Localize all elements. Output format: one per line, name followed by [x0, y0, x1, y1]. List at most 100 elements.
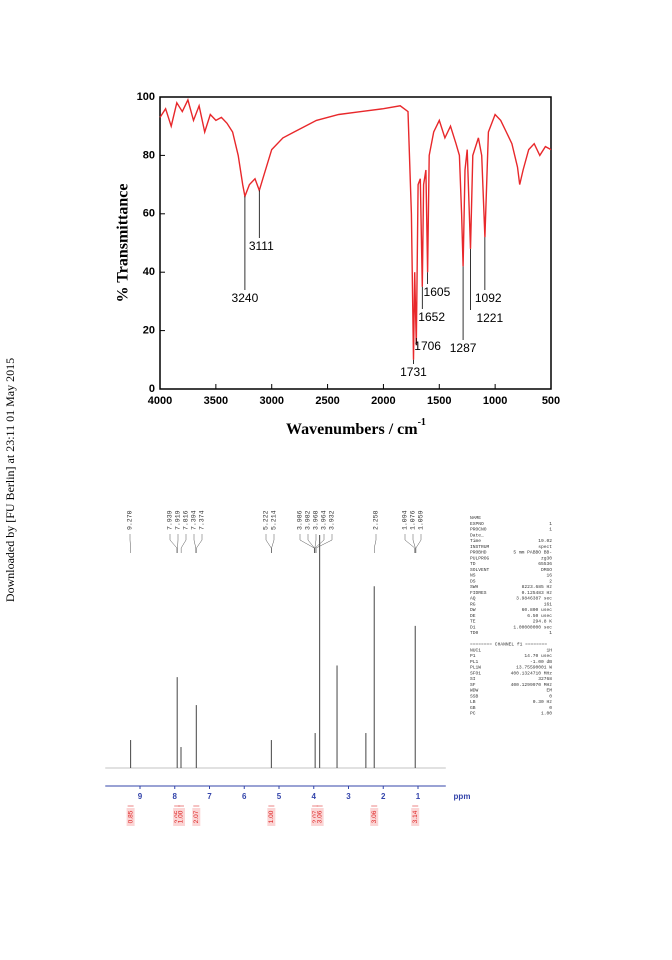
integral-box — [192, 808, 201, 826]
annotation-label: 1221 — [476, 311, 503, 325]
param-key: PC — [470, 711, 476, 717]
y-tick-label: 40 — [143, 266, 155, 278]
annotation-label: 3111 — [249, 239, 274, 253]
param-value: 1 — [549, 527, 552, 533]
peak-label: 3.982 — [305, 510, 312, 530]
y-tick-label: 60 — [143, 208, 155, 220]
x-tick-label: 6 — [242, 792, 247, 801]
annotation-label: 1605 — [424, 285, 451, 299]
param-value: 1H — [546, 647, 552, 653]
integral-box — [311, 808, 320, 826]
integral-label: 3.06 — [316, 810, 323, 823]
param-value: 6.50 usec — [527, 613, 552, 619]
annotation-label: 1287 — [450, 341, 477, 355]
param-value: zg30 — [541, 555, 552, 561]
param-value: -1.00 dB — [530, 659, 552, 665]
annotation-label: 1652 — [418, 310, 445, 324]
integral-box — [126, 808, 135, 826]
x-tick-label: 2000 — [371, 395, 395, 407]
peak-label: 2.258 — [373, 510, 380, 530]
peak-connector — [271, 534, 275, 553]
param-value: 65536 — [538, 561, 552, 567]
param-value: DMSO — [541, 567, 552, 573]
param-value: 0.30 Hz — [533, 699, 553, 705]
integral-box — [177, 808, 186, 826]
param-key: SI — [470, 676, 476, 682]
x-tick-label: 7 — [207, 792, 212, 801]
param-key: SSB — [470, 693, 479, 699]
param-value: 3.9846387 sec — [516, 596, 552, 602]
y-tick-label: 0 — [149, 383, 155, 395]
param-key: INSTRUM — [470, 544, 490, 550]
param-value: 8223.685 Hz — [522, 584, 553, 590]
param-key: Time — [470, 538, 481, 544]
param-value: 1.00 — [541, 711, 552, 717]
param-value: 400.1324710 MHz — [511, 670, 553, 676]
param-key: SF — [470, 682, 476, 688]
param-key: DW — [470, 607, 476, 613]
param-key: GB — [470, 705, 476, 711]
param-key: RG — [470, 601, 476, 607]
peak-connector — [169, 534, 178, 553]
x-tick-label: 9 — [138, 792, 143, 801]
integral-box — [315, 808, 324, 826]
param-key: TD — [470, 561, 476, 567]
param-value: 294.8 K — [533, 619, 553, 625]
annotation-label: 1706 — [414, 339, 441, 353]
peak-label: 7.374 — [199, 510, 206, 530]
x-tick-label: 3 — [346, 792, 351, 801]
param-key: SFO1 — [470, 670, 481, 676]
param-key: DE — [470, 613, 476, 619]
x-axis-label-text: Wavenumbers / cm — [286, 421, 418, 438]
x-tick-label: 4 — [312, 792, 317, 801]
param-key: PULPROG — [470, 555, 490, 561]
param-value: 400.1299970 MHz — [511, 682, 553, 688]
x-tick-label: 3000 — [259, 395, 283, 407]
peak-label: 3.964 — [321, 510, 328, 530]
peak-label: 1.059 — [418, 510, 425, 530]
peak-label: 3.986 — [297, 510, 304, 530]
annotation-label: 1092 — [475, 291, 502, 305]
peak-label: 1.076 — [410, 510, 417, 530]
param-key: NAME — [470, 515, 481, 521]
peak-label: 3.968 — [313, 510, 320, 530]
integral-box — [411, 808, 420, 826]
integral-label: 3.06 — [371, 810, 378, 823]
param-value: 16 — [546, 573, 552, 579]
x-tick-label: 1500 — [427, 395, 451, 407]
param-value: 19.02 — [538, 538, 552, 544]
integral-label: 1.00 — [268, 810, 275, 823]
peak-label: 7.939 — [167, 510, 174, 530]
param-key: NUC1 — [470, 647, 481, 653]
param-key: Date_ — [470, 532, 484, 538]
param-key: AQ — [470, 596, 476, 602]
param-value: 1 — [549, 521, 552, 527]
param-key: NS — [470, 573, 476, 579]
param-key: PL1W — [470, 665, 481, 671]
param-value: 0.125483 Hz — [522, 590, 553, 596]
peak-connector — [412, 534, 416, 553]
x-tick-label: 500 — [542, 395, 560, 407]
y-tick-label: 80 — [143, 149, 155, 161]
param-value: 0 — [549, 693, 552, 699]
peak-label: 7.394 — [191, 510, 198, 530]
annotation-label: 1731 — [400, 365, 427, 379]
param-key: WDW — [470, 688, 479, 694]
param-value: 161 — [544, 601, 553, 607]
x-tick-label: 1 — [416, 792, 421, 801]
annotation-label: 3240 — [232, 291, 259, 305]
peak-connector — [196, 534, 203, 553]
x-tick-label: 3500 — [204, 395, 228, 407]
side-note: Downloaded by [FU Berlin] at 23:11 01 Ma… — [3, 358, 17, 602]
param-key: PL1 — [470, 659, 479, 665]
param-value: 0 — [549, 705, 552, 711]
y-axis-label: % Transmittance — [115, 184, 132, 303]
peak-connector — [193, 534, 197, 553]
param-value: 2 — [549, 578, 552, 584]
x-unit: ppm — [454, 792, 471, 801]
x-tick-label: 5 — [277, 792, 282, 801]
spectrum-line — [159, 97, 552, 360]
integral-label: 3.14 — [412, 810, 419, 823]
peak-label: 5.222 — [263, 510, 270, 530]
